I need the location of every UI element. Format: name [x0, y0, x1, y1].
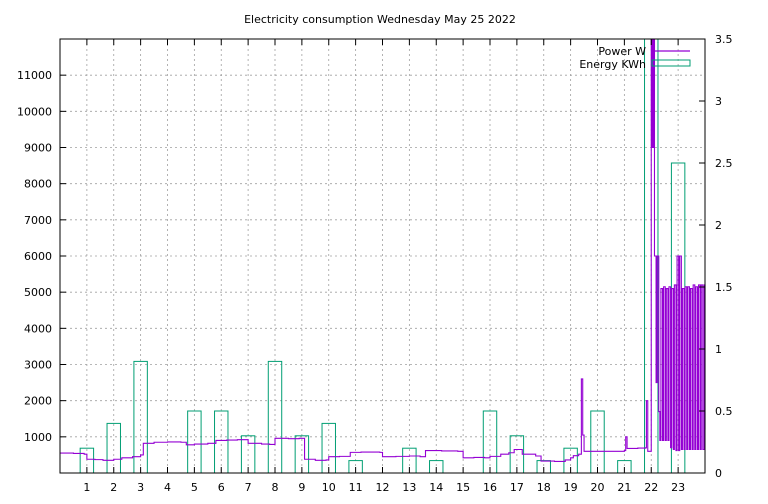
legend-swatch-energy — [651, 59, 691, 67]
y-tick-label: 4000 — [24, 322, 52, 335]
y-tick-label: 5000 — [24, 286, 52, 299]
x-tick-label: 23 — [671, 481, 685, 494]
legend: Power W Energy KWh — [579, 45, 691, 71]
y-tick-label: 11000 — [17, 69, 52, 82]
y-tick-label: 2000 — [24, 395, 52, 408]
y-tick-label: 8000 — [24, 178, 52, 191]
power-line-layer — [60, 38, 706, 462]
x-tick-label: 17 — [510, 481, 524, 494]
x-tick-label: 10 — [322, 481, 336, 494]
y2-tick-label: 1.5 — [715, 281, 733, 294]
axes: 1 2 3 4 5 6 7 8 9 10 11 12 13 14 15 16 17 18 19 20 21 22 23100… — [17, 33, 733, 494]
legend-label-power: Power W — [598, 45, 646, 58]
x-tick-label: 14 — [429, 481, 443, 494]
x-tick-label: 6 — [218, 481, 225, 494]
legend-label-energy: Energy KWh — [579, 58, 646, 71]
y-tick-label: 10000 — [17, 105, 52, 118]
x-tick-label: 7 — [245, 481, 252, 494]
x-tick-label: 11 — [349, 481, 363, 494]
chart-title: Electricity consumption Wednesday May 25… — [244, 13, 516, 26]
y-tick-label: 1000 — [24, 431, 52, 444]
y-tick-label: 6000 — [24, 250, 52, 263]
x-tick-label: 1 — [83, 481, 90, 494]
energy-bar — [267, 360, 283, 474]
x-tick-label: 15 — [456, 481, 470, 494]
power-line — [60, 38, 706, 462]
y-tick-label: 9000 — [24, 142, 52, 155]
x-tick-label: 16 — [483, 481, 497, 494]
y2-tick-label: 3 — [715, 95, 722, 108]
x-tick-label: 3 — [137, 481, 144, 494]
y2-tick-label: 2 — [715, 219, 722, 232]
y2-tick-label: 0.5 — [715, 405, 733, 418]
y-tick-label: 3000 — [24, 359, 52, 372]
x-tick-label: 22 — [644, 481, 658, 494]
y-tick-label: 7000 — [24, 214, 52, 227]
grid — [60, 39, 705, 473]
y2-tick-label: 2.5 — [715, 157, 733, 170]
x-tick-label: 12 — [376, 481, 390, 494]
x-tick-label: 4 — [164, 481, 171, 494]
x-tick-label: 13 — [402, 481, 416, 494]
x-tick-label: 19 — [564, 481, 578, 494]
x-tick-label: 18 — [537, 481, 551, 494]
y2-tick-label: 3.5 — [715, 33, 733, 46]
x-tick-label: 2 — [110, 481, 117, 494]
y2-tick-label: 1 — [715, 343, 722, 356]
x-tick-label: 5 — [191, 481, 198, 494]
x-tick-label: 21 — [617, 481, 631, 494]
y2-tick-label: 0 — [715, 467, 722, 480]
x-tick-label: 20 — [591, 481, 605, 494]
x-tick-label: 9 — [298, 481, 305, 494]
x-tick-label: 8 — [272, 481, 279, 494]
